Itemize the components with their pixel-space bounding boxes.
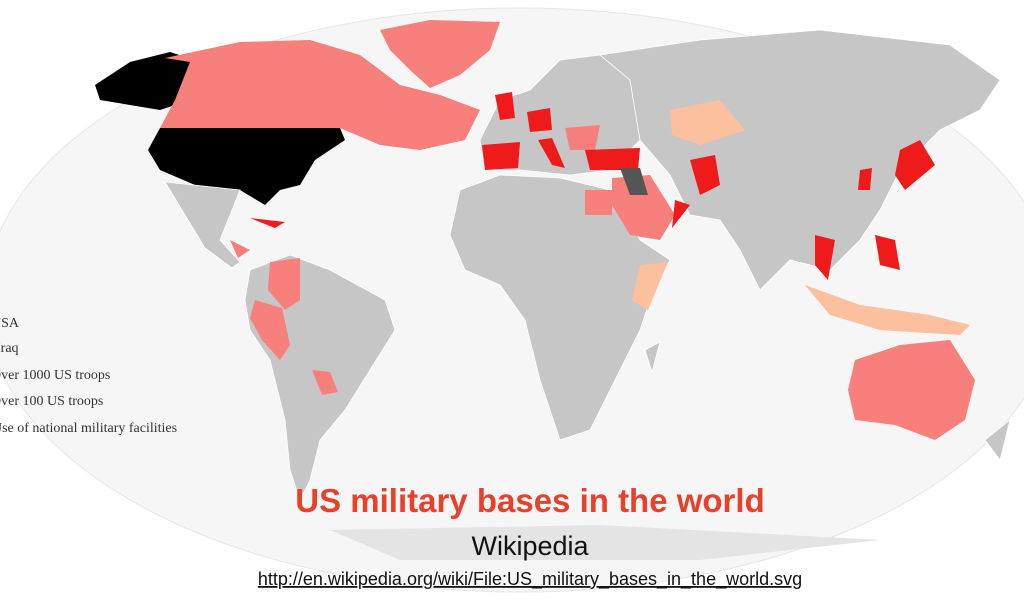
australia <box>848 340 975 440</box>
world-map <box>0 7 1024 593</box>
subtitle: Wikipedia <box>471 531 589 561</box>
africa <box>449 174 671 441</box>
saudi-arabia <box>612 175 675 240</box>
peru <box>250 300 290 360</box>
usa <box>148 128 345 205</box>
legend-label: Over 1000 US troops <box>0 368 110 383</box>
afghanistan <box>690 155 720 195</box>
new-zealand <box>984 418 1011 461</box>
legend-label: Use of national military facilities <box>0 421 177 436</box>
cuba <box>250 218 285 228</box>
paraguay <box>312 370 338 395</box>
korea <box>858 168 872 190</box>
iraq <box>620 168 648 195</box>
alaska <box>95 52 195 110</box>
japan <box>895 140 935 190</box>
philippines <box>875 235 900 270</box>
canada <box>160 40 480 150</box>
uk <box>495 92 515 120</box>
antarctica <box>330 525 880 560</box>
thailand <box>815 235 835 280</box>
madagascar <box>644 341 661 374</box>
legend-label: Over 100 US troops <box>0 394 103 409</box>
balkans <box>565 125 600 150</box>
somalia <box>632 262 668 310</box>
legend-label: Iraq <box>0 341 19 356</box>
source-link[interactable]: http://en.wikipedia.org/wiki/File:US_mil… <box>258 569 802 590</box>
egypt <box>585 190 612 215</box>
kazakhstan <box>670 100 745 145</box>
colombia <box>268 258 300 310</box>
greenland <box>380 20 500 88</box>
legend-label: USA <box>0 316 20 331</box>
honduras <box>230 240 250 258</box>
italy <box>538 138 565 168</box>
spain <box>482 142 520 170</box>
asia <box>599 29 1001 291</box>
title: US military bases in the world <box>295 482 764 519</box>
legend: USA Iraq Over 1000 US troops Over 100 US… <box>0 316 177 436</box>
indonesia <box>805 285 970 335</box>
oman <box>672 200 690 228</box>
germany <box>527 108 552 132</box>
turkey <box>585 148 640 170</box>
mexico <box>164 181 241 269</box>
